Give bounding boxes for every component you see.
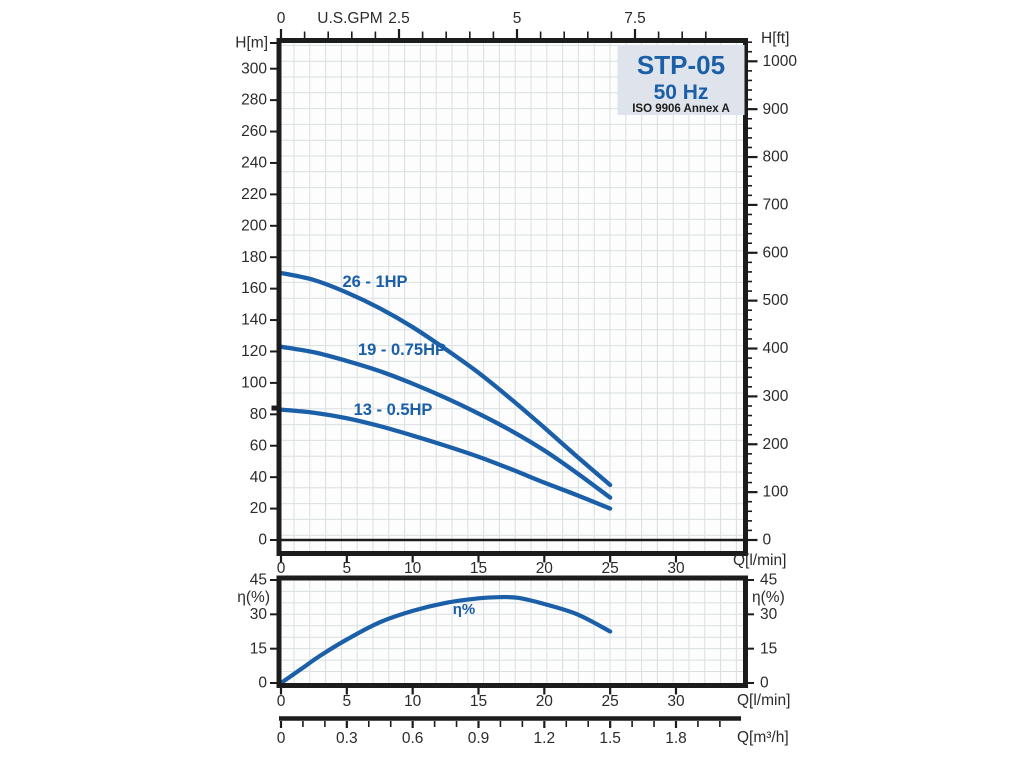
eff-flow-tick-label: 0: [277, 693, 286, 710]
flow-m3h-axis-label: Q[m³/h]: [737, 729, 789, 746]
head-ft-tick-label: 600: [763, 244, 789, 261]
m3h-tick-label: 0.3: [336, 730, 358, 747]
head-m-tick-label: 300: [241, 60, 267, 77]
efficiency-chart-border: [276, 575, 748, 688]
head-ft-tick-label: 1000: [763, 53, 798, 70]
top-gpm-axis-label: U.S.GPM: [317, 10, 382, 27]
head-m-tick-label: 180: [241, 249, 267, 266]
eff-flow-tick-label: 30: [667, 693, 685, 710]
head-m-tick-label: 0: [258, 532, 267, 549]
title-box: STP-05 50 Hz ISO 9906 Annex A: [617, 45, 745, 115]
head-m-tick-label: 160: [241, 280, 267, 297]
gpm-tick-label: 0: [277, 10, 286, 27]
head-m-axis-label: H[m]: [235, 35, 268, 52]
eff-flow-axis-label: Q[l/min]: [737, 692, 790, 709]
main-flow-tick-label: 10: [404, 560, 422, 577]
eff-flow-tick-label: 20: [536, 693, 554, 710]
head-ft-tick-label: 0: [763, 532, 772, 549]
head-m-tick-label: 60: [250, 437, 268, 454]
head-ft-tick-label: 500: [763, 292, 789, 309]
pump-standard: ISO 9906 Annex A: [632, 103, 730, 115]
eff-right-tick-label: 45: [760, 572, 777, 589]
head-m-tick-label: 100: [241, 374, 267, 391]
eff-flow-tick-label: 25: [602, 693, 619, 710]
gpm-tick-label: 2.5: [388, 10, 410, 27]
main-flow-tick-label: 25: [602, 560, 619, 577]
eff-axis-label-right: η(%): [752, 589, 785, 606]
grid-lines: [281, 42, 744, 683]
head-curve-3: [281, 407, 613, 511]
main-flow-tick-label: 5: [343, 560, 352, 577]
pump-model: STP-05: [637, 50, 725, 80]
m3h-tick-label: 0: [277, 730, 286, 747]
gpm-tick-label: 5: [513, 10, 522, 27]
m3h-tick-label: 1.2: [534, 730, 556, 747]
head-ft-tick-label: 100: [763, 484, 789, 501]
head-ft-tick-label: 200: [763, 436, 789, 453]
curve-label-19-075hp: 19 - 0.75HP: [358, 341, 446, 359]
head-m-tick-label: 280: [241, 92, 267, 109]
efficiency-curve-label: η%: [453, 601, 476, 618]
main-plot-area: [281, 42, 744, 551]
eff-left-tick-label: 30: [250, 606, 268, 623]
head-ft-tick-label: 900: [763, 101, 789, 118]
pump-frequency: 50 Hz: [654, 81, 709, 104]
head-m-tick-label: 20: [250, 500, 268, 517]
head-m-tick-label: 220: [241, 186, 267, 203]
eff-left-tick-label: 45: [250, 572, 267, 589]
m3h-tick-label: 1.8: [665, 730, 687, 747]
eff-flow-tick-label: 5: [343, 693, 352, 710]
curve-start-marker: [271, 405, 277, 411]
head-ft-tick-label: 300: [763, 388, 789, 405]
main-flow-tick-label: 20: [536, 560, 554, 577]
head-m-tick-label: 80: [250, 406, 268, 423]
head-m-tick-label: 140: [241, 312, 267, 329]
m3h-tick-label: 1.5: [599, 730, 621, 747]
gpm-tick-label: 7.5: [624, 10, 646, 27]
head-curve-2: [281, 344, 613, 500]
head-m-tick-label: 260: [241, 123, 267, 140]
eff-right-tick-label: 15: [760, 640, 777, 657]
main-flow-tick-label: 0: [277, 560, 286, 577]
main-flow-axis-label: Q[l/min]: [733, 552, 786, 569]
head-curve-1: [281, 270, 613, 488]
head-m-tick-label: 120: [241, 343, 267, 360]
head-m-tick-label: 200: [241, 217, 267, 234]
main-chart-border: [276, 38, 748, 556]
head-ft-tick-label: 400: [763, 340, 789, 357]
eff-right-tick-label: 30: [760, 606, 778, 623]
m3h-tick-label: 0.6: [402, 730, 424, 747]
eff-left-tick-label: 0: [258, 675, 267, 692]
curve-label-13-05hp: 13 - 0.5HP: [354, 401, 433, 419]
m3h-tick-label: 0.9: [468, 730, 490, 747]
head-m-tick-label: 40: [250, 469, 268, 486]
head-ft-tick-label: 800: [763, 149, 789, 166]
head-m-tick-label: 240: [241, 155, 267, 172]
main-flow-tick-label: 30: [667, 560, 685, 577]
eff-flow-tick-label: 10: [404, 693, 422, 710]
head-ft-tick-label: 700: [763, 197, 789, 214]
curve-label-26-1hp: 26 - 1HP: [342, 273, 407, 291]
title-box-background: [617, 45, 745, 115]
eff-right-tick-label: 0: [760, 675, 769, 692]
efficiency-curve: [281, 594, 613, 685]
eff-left-tick-label: 15: [250, 640, 267, 657]
head-ft-axis-label: H[ft]: [761, 30, 789, 47]
main-flow-tick-label: 15: [470, 560, 487, 577]
eff-axis-label-left: η(%): [237, 589, 270, 606]
eff-flow-tick-label: 15: [470, 693, 487, 710]
